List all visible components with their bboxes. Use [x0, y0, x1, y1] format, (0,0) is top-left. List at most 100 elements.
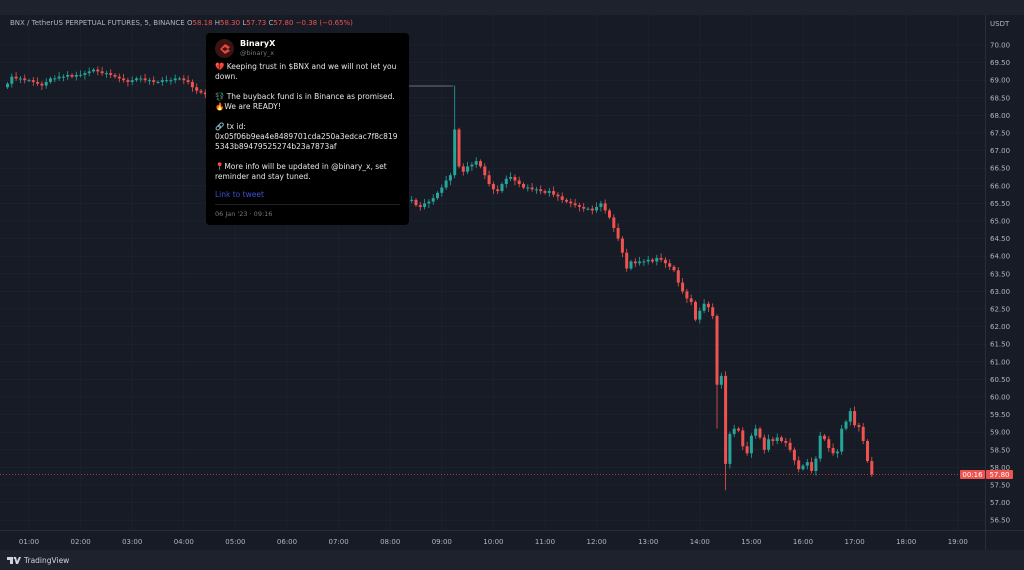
link-to-tweet[interactable]: Link to tweet — [215, 190, 264, 199]
candle-body — [702, 303, 706, 311]
candle-12:35 — [625, 248, 629, 272]
price-axis[interactable]: 70.00 69.50 69.00 68.50 68.00 67.50 67.00 66.50… — [990, 42, 1010, 525]
tweet-line: 💱 The buyback fund is in Binance as prom… — [215, 92, 395, 101]
tweet-line: 🔥We are READY! — [215, 102, 281, 111]
candle-01:30 — [53, 75, 57, 83]
candle-11:55 — [590, 205, 594, 215]
candle-body — [27, 80, 31, 82]
candle-body — [732, 428, 736, 434]
candle-body — [522, 184, 525, 188]
candle-14:20 — [715, 314, 719, 429]
price-tick-label: 70.00 — [990, 42, 1010, 50]
candle-08:30 — [414, 198, 418, 207]
grid — [0, 15, 985, 530]
candle-00:45 — [14, 72, 18, 81]
candle-02:00 — [79, 70, 83, 78]
candle-02:55 — [126, 77, 130, 87]
candle-body — [130, 80, 134, 82]
time-tick-label: 12:00 — [587, 538, 607, 546]
candle-body — [513, 177, 517, 181]
candles — [6, 66, 874, 491]
currency-label: USDT — [990, 20, 1010, 28]
time-tick-label: 01:00 — [19, 538, 39, 546]
time-tick-label: 07:00 — [329, 538, 349, 546]
candle-body — [685, 291, 689, 299]
tweet-tx-id: 0x05f06b9ea4e8489701cda250a3edcac7f8c819… — [215, 132, 398, 151]
candle-body — [573, 203, 577, 206]
candle-09:50 — [483, 163, 487, 180]
price-tick-label: 64.50 — [990, 235, 1010, 243]
time-tick-label: 17:00 — [845, 538, 865, 546]
candle-body — [805, 462, 809, 466]
candle-13:10 — [655, 254, 659, 266]
candle-16:55 — [848, 407, 852, 426]
candle-13:35 — [676, 267, 680, 287]
candle-11:30 — [569, 198, 573, 208]
candle-11:35 — [573, 198, 577, 208]
candle-03:50 — [173, 74, 177, 84]
candle-13:05 — [651, 257, 654, 264]
price-tick-label: 68.50 — [990, 94, 1010, 102]
candle-body — [758, 428, 762, 438]
chart-pane[interactable]: USDT 70.00 69.50 69.00 68.50 68.00 67.50 67.00… — [0, 15, 1024, 550]
tweet-author-handle: @binary_x — [240, 49, 275, 57]
candle-04:05 — [186, 75, 190, 85]
open-value: 58.18 — [192, 19, 213, 27]
candle-15:45 — [788, 438, 792, 453]
last-price-label: 57.80 00:16 — [960, 469, 1013, 479]
candle-11:20 — [560, 192, 564, 204]
candle-13:15 — [659, 253, 663, 263]
candle-body — [577, 205, 581, 207]
candle-16:05 — [805, 458, 809, 470]
price-tick-label: 59.50 — [990, 411, 1010, 419]
candle-body — [599, 203, 603, 207]
candle-17:15 — [866, 439, 869, 463]
candle-02:20 — [96, 66, 100, 76]
candle-02:10 — [87, 67, 91, 77]
candle-body — [431, 198, 435, 202]
binaryx-avatar-icon — [215, 39, 234, 58]
candle-15:15 — [762, 434, 766, 454]
candle-11:45 — [582, 203, 586, 212]
time-tick-label: 05:00 — [225, 538, 245, 546]
candle-10:00 — [491, 181, 495, 194]
time-axis[interactable]: 01:00 02:00 03:00 04:00 05:00 06:00 07:00 08:00… — [19, 538, 968, 546]
candle-14:55 — [745, 441, 749, 456]
time-tick-label: 06:00 — [277, 538, 297, 546]
candle-body — [74, 74, 78, 77]
price-tick-label: 69.00 — [990, 77, 1010, 85]
candle-body — [414, 199, 418, 206]
symbol-title[interactable]: BNX / TetherUS PERPETUAL FUTURES, 5, BIN… — [10, 19, 185, 27]
candle-body — [848, 411, 852, 422]
candle-09:20 — [457, 127, 461, 169]
candlestick-chart[interactable]: USDT 70.00 69.50 69.00 68.50 68.00 67.50 67.00… — [0, 15, 1024, 550]
candle-body — [190, 81, 194, 88]
candle-11:50 — [586, 206, 590, 211]
candle-body — [87, 71, 91, 74]
candle-body — [160, 80, 164, 82]
candle-body — [165, 80, 169, 82]
candle-body — [139, 78, 143, 80]
tradingview-brand[interactable]: TradingView — [7, 556, 69, 565]
candle-15:00 — [749, 433, 753, 458]
candle-body — [612, 217, 616, 229]
candle-03:45 — [169, 77, 173, 85]
price-tick-label: 63.00 — [990, 288, 1010, 296]
candle-01:35 — [57, 72, 61, 81]
candle-body — [663, 259, 667, 264]
candle-body — [616, 228, 620, 239]
candle-body — [10, 76, 14, 84]
candle-body — [14, 76, 18, 79]
candle-body — [61, 76, 65, 78]
candle-body — [169, 80, 173, 82]
candle-body — [543, 191, 547, 193]
time-tick-label: 10:00 — [483, 538, 503, 546]
candle-12:50 — [638, 256, 642, 266]
candle-03:20 — [147, 77, 151, 85]
candle-body — [792, 449, 796, 461]
candle-body — [724, 375, 728, 464]
candle-04:10 — [190, 79, 194, 92]
candle-10:20 — [509, 172, 513, 182]
candle-17:20 — [870, 456, 874, 477]
candle-body — [711, 307, 715, 317]
